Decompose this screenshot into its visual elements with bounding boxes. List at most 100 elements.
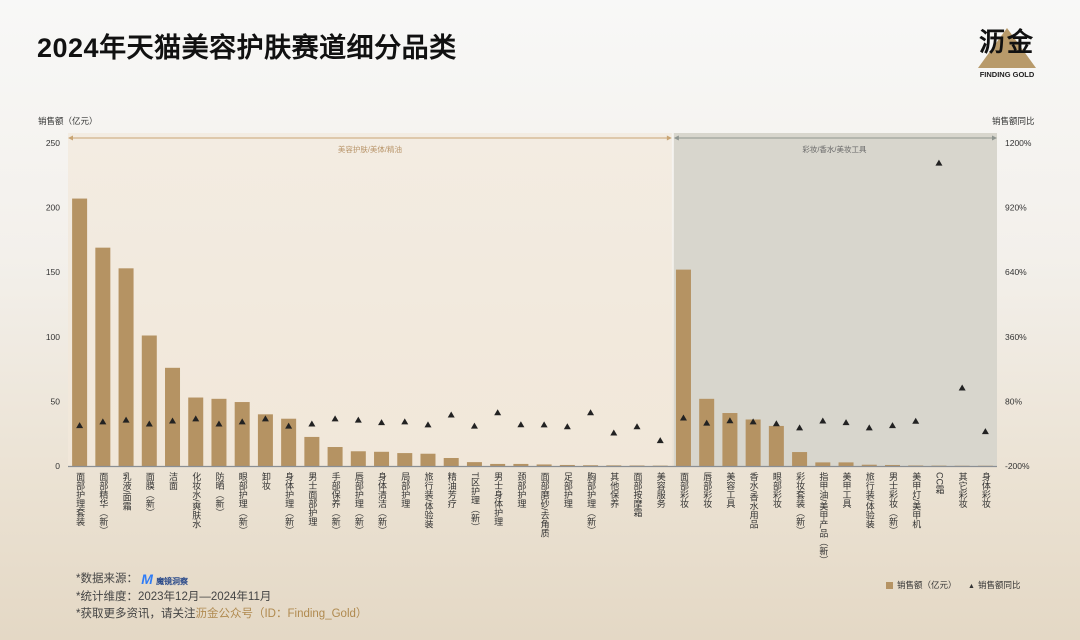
footer-source: *数据来源： M 魔镜洞察 [76, 570, 188, 587]
yoy-triangle-marker [888, 422, 896, 429]
bar [606, 465, 622, 466]
y-tick-label: 150 [46, 267, 60, 277]
yoy-triangle-marker [842, 419, 850, 426]
footer-more: *获取更多资讯，请关注沥金公众号（ID：Finding_Gold） [76, 608, 368, 620]
bar [257, 414, 273, 466]
bar [141, 335, 157, 466]
bar [443, 457, 459, 466]
bar [884, 464, 900, 466]
yoy-triangle-marker [238, 418, 246, 425]
yoy-triangle-marker [610, 429, 618, 436]
bar [792, 452, 808, 466]
x-tick-label: 美甲工具 [841, 472, 852, 508]
x-tick-label: 局部护理 [400, 472, 411, 508]
finding-gold-logo: 沥金 FINDING GOLD [974, 22, 1040, 82]
y2-tick-label: -200% [1005, 461, 1030, 471]
yoy-triangle-marker [587, 409, 595, 416]
x-tick-label: 面部按摩霜 [632, 472, 643, 517]
x-tick-label: 面部磨砂/去角质 [539, 472, 550, 538]
x-tick-label: 眼部护理（新） [237, 472, 248, 535]
legend-triangle-icon: ▲ [968, 583, 975, 590]
bar [861, 464, 877, 466]
x-tick-label: 乳液/面霜 [121, 472, 132, 511]
x-tick-label: 唇部护理（新） [353, 472, 364, 535]
bar [675, 269, 691, 466]
legend-square-icon [886, 582, 893, 589]
region-makeup-bg [673, 133, 997, 466]
bar [466, 462, 482, 466]
bar [768, 425, 784, 466]
yoy-triangle-marker [865, 424, 873, 431]
yoy-triangle-marker [958, 384, 966, 391]
logo-triangle-icon [978, 28, 1036, 68]
source-label: *数据来源： [76, 573, 138, 585]
yoy-triangle-marker [192, 415, 200, 422]
bar [281, 418, 297, 466]
x-tick-label: 卸妆 [260, 472, 271, 490]
x-tick-label: 彩妆套装（新） [795, 472, 806, 535]
x-tick-label: 化妆水/爽肤水 [191, 472, 202, 529]
x-tick-label: 足部护理 [562, 472, 573, 508]
x-tick-label: 面部护理套装 [75, 472, 86, 526]
wechat-account-link[interactable]: 沥金公众号（ID：Finding_Gold） [195, 608, 368, 620]
x-tick-label: CC霜 [934, 472, 945, 494]
source-logo-icon: M [141, 570, 153, 587]
y2-tick-label: 360% [1005, 332, 1027, 342]
yoy-triangle-marker [331, 415, 339, 422]
page-title: 2024年天猫美容护肤赛道细分品类 [37, 33, 457, 63]
bar [118, 268, 134, 466]
y2-tick-label: 1200% [1005, 138, 1032, 148]
yoy-triangle-marker [470, 422, 478, 429]
bar [513, 463, 529, 466]
bar [95, 247, 111, 466]
y2-tick-label: 80% [1005, 396, 1022, 406]
bar [420, 453, 436, 466]
logo-cn: 沥金 [978, 27, 1035, 57]
yoy-triangle-marker [540, 421, 548, 428]
yoy-triangle-marker [726, 417, 734, 424]
x-tick-label: 手部保养（新） [330, 472, 341, 535]
yoy-triangle-marker [703, 419, 711, 426]
region-makeup-label: 彩妆/香水/美妆工具 [802, 144, 867, 154]
y2-tick-label: 640% [1005, 267, 1027, 277]
x-tick-label: 旅行装/体验装 [864, 472, 875, 529]
yoy-triangle-marker [354, 416, 362, 423]
bar [72, 198, 88, 466]
bar [327, 447, 343, 466]
yoy-triangle-marker [145, 420, 153, 427]
yoy-triangle-marker [99, 418, 107, 425]
legend-yoy: ▲ 销售额同比 [968, 580, 1021, 590]
x-tick-label: 男士彩妆（新） [887, 472, 898, 535]
y2-tick-label: 920% [1005, 203, 1027, 213]
bar [374, 451, 390, 466]
yoy-triangle-marker [912, 417, 920, 424]
x-tick-label: 美甲灯/美甲机 [911, 472, 922, 529]
x-tick-label: 唇部彩妆 [702, 472, 713, 508]
legend-sales: 销售额（亿元） [886, 579, 957, 591]
x-tick-label: 颈部护理 [516, 472, 527, 508]
x-tick-label: 男士身体护理 [493, 472, 504, 526]
y-tick-label: 200 [46, 203, 60, 213]
yoy-triangle-marker [285, 422, 293, 429]
x-tick-label: 指甲油/美甲产品（新） [818, 472, 829, 565]
bar [629, 465, 645, 467]
footer-period: *统计维度：2023年12月—2024年11月 [76, 591, 272, 603]
bar [838, 462, 854, 466]
yoy-triangle-marker [76, 422, 84, 429]
yoy-triangle-marker [424, 421, 432, 428]
bar [559, 464, 575, 466]
yoy-triangle-marker [169, 417, 177, 424]
yoy-triangle-marker [517, 421, 525, 428]
x-tick-label: 男士面部护理 [307, 472, 318, 526]
x-tick-label: T区护理（新） [469, 472, 480, 532]
x-tick-label: 面部彩妆 [678, 472, 689, 508]
yoy-triangle-marker [772, 420, 780, 427]
bar [583, 465, 599, 466]
bar [304, 436, 320, 466]
x-tick-label: 旅行装/体验装 [423, 472, 434, 529]
bar [350, 451, 366, 466]
yoy-triangle-marker [261, 415, 269, 422]
bar [699, 398, 715, 466]
bar [165, 367, 181, 466]
